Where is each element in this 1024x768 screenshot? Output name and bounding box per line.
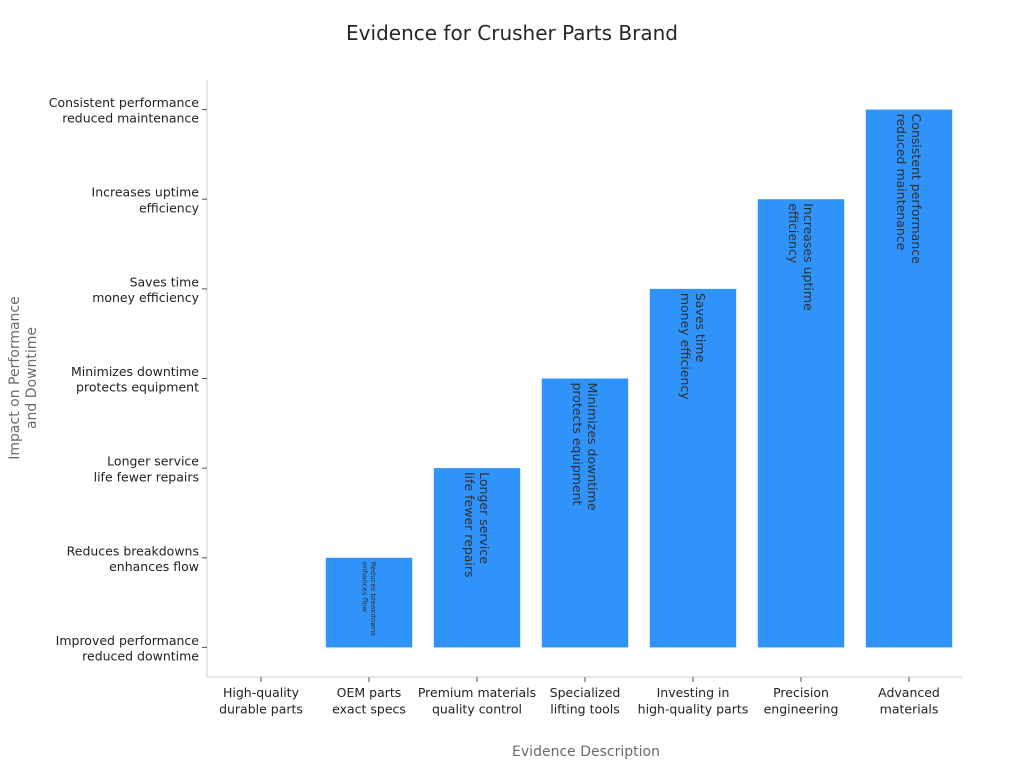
bar-label: Saves timemoney efficiency — [678, 293, 708, 400]
bar-labels-group: Reduces breakdownsenhances flow Longer se… — [360, 114, 924, 637]
bar — [865, 109, 953, 648]
y-tick-label: Longer service life fewer repairs — [94, 454, 200, 485]
bar — [325, 557, 413, 648]
bar-label-group: Reduces breakdownsenhances flow — [360, 562, 376, 636]
bar-label: Consistent performancereduced maintenanc… — [894, 114, 924, 265]
x-tick-label: Specialized lifting tools — [550, 685, 621, 716]
bar-label-group: Longer servicelife fewer repairs — [462, 472, 492, 577]
bar-label-group: Minimizes downtimeprotects equipment — [570, 383, 600, 511]
bar — [541, 378, 629, 648]
y-tick-label: Reduces breakdowns enhances flow — [67, 543, 199, 574]
bars-group — [325, 109, 953, 648]
x-tick-label: OEM parts exact specs — [332, 685, 406, 716]
bar-label-group: Increases uptimeefficiency — [786, 203, 816, 311]
y-tick-label: Consistent performance reduced maintenanc… — [49, 95, 200, 126]
y-tick-label: Minimizes downtime protects equipment — [71, 364, 199, 395]
bar-label: Minimizes downtimeprotects equipment — [570, 383, 600, 511]
y-ticks-group: Improved performance reduced downtime Redu… — [49, 95, 207, 664]
bar — [649, 288, 737, 648]
y-tick-label: Improved performance reduced downtime — [56, 633, 200, 664]
x-axis-title: Evidence Description — [512, 744, 660, 760]
y-tick-label: Saves time money efficiency — [92, 274, 199, 305]
bar-label: Increases uptimeefficiency — [786, 203, 816, 311]
bar-label: Longer servicelife fewer repairs — [462, 472, 492, 577]
y-axis-title: Impact on Performanceand Downtime — [7, 296, 40, 459]
bar-label-group: Consistent performancereduced maintenanc… — [894, 114, 924, 265]
bar — [433, 468, 521, 648]
x-tick-label: Advanced materials — [878, 685, 940, 716]
x-tick-label: Premium materials quality control — [418, 685, 536, 716]
x-tick-label: Precision engineering — [764, 685, 839, 716]
x-tick-label: Investing in high-quality parts — [638, 685, 749, 716]
chart-title: Evidence for Crusher Parts Brand — [346, 21, 678, 45]
bar — [757, 199, 845, 648]
y-axis-title-text: Impact on Performanceand Downtime — [7, 296, 40, 459]
y-tick-label: Increases uptime efficiency — [92, 185, 200, 216]
x-tick-label: High-quality durable parts — [219, 685, 303, 716]
bar-label-group: Saves timemoney efficiency — [678, 293, 708, 400]
x-ticks-group: High-quality durable parts OEM parts exact … — [219, 677, 940, 716]
bar-label: Reduces breakdownsenhances flow — [360, 562, 376, 636]
